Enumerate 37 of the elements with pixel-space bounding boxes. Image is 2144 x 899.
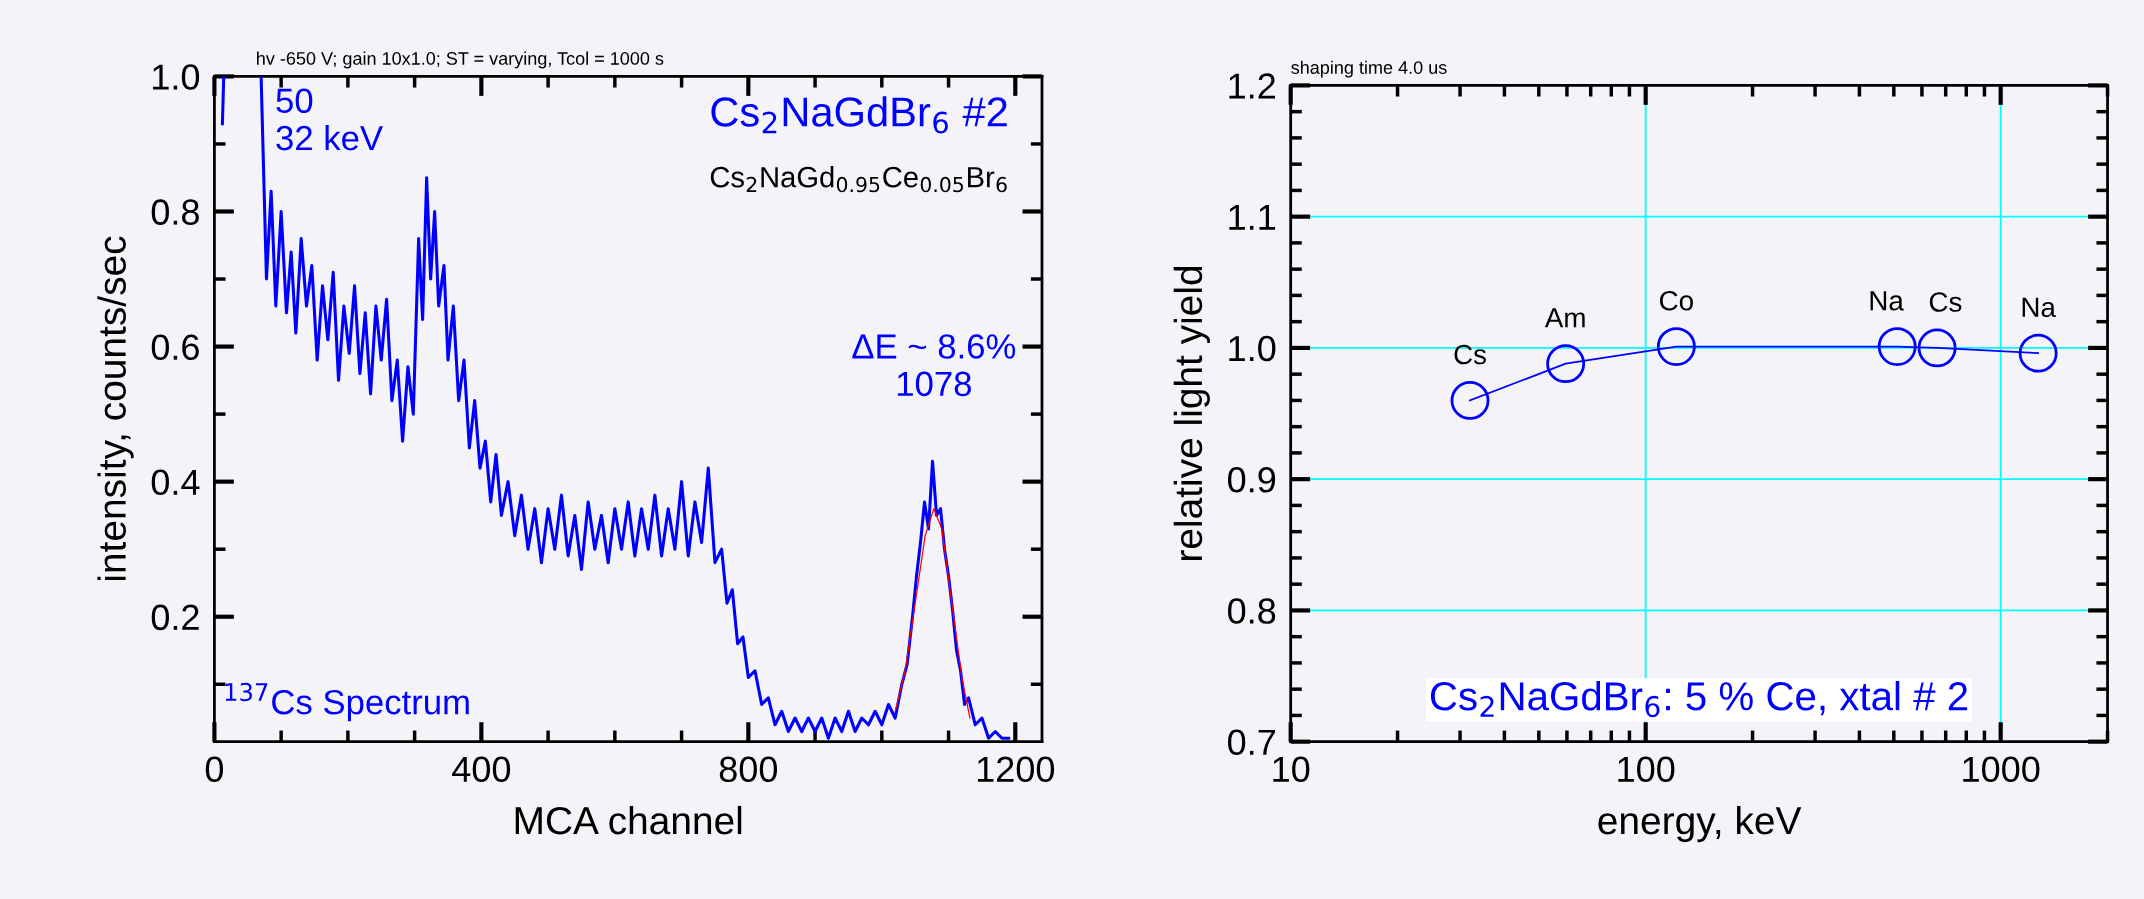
annotation: Na [2022,297,2056,318]
y-tick-label: 1.1 [1229,204,1276,230]
x-axis-title: energy, keV [1598,805,1802,843]
x-tick-label: 100 [1618,756,1675,783]
annotation: Cs [1929,292,1962,312]
x-tick-label: 10 [1273,756,1310,783]
annotation: Cs$_{2}$NaGdBr$_{6}$ #2 [711,96,1007,134]
y-tick-label: 0.6 [151,334,199,361]
y-axis-title: intensity, counts/sec [97,236,134,581]
y-tick-label: 1.0 [153,64,200,90]
annotation: Cs$_{2}$NaGd$_{0.95}$Ce$_{0.05}$Br$_{6}$ [710,166,1007,193]
x-tick-label: 400 [452,756,511,783]
x-tick-label: 1000 [1963,756,2040,783]
annotation: Cs [1454,344,1486,365]
chart-subtitle: shaping time 4.0 us [1291,60,1447,78]
y-tick-label: 0.7 [1228,729,1275,756]
line-series [894,508,971,719]
x-tick-label: 800 [719,756,778,783]
annotation: Cs$_{2}$NaGdBr$_{6}$: 5 % Ce, xtal # 2 [1430,680,1968,718]
annotation: Co [1660,290,1693,311]
y-tick-label: 0.8 [151,199,199,225]
y-tick-label: 0.9 [1228,467,1276,493]
y-tick-label: 0.8 [1228,598,1276,624]
annotation: $^{137}$Cs Spectrum [225,682,469,722]
y-tick-label: 0.2 [151,604,199,631]
y-tick-label: 0.4 [151,469,200,496]
y-tick-label: 1.2 [1229,73,1275,99]
chart-subtitle: hv -650 V; gain 10x1.0; ST = varying, Tcol = 1000 s [257,51,664,69]
x-tick-label: 0 [205,756,224,783]
y-axis-title: relative light yield [1173,266,1210,561]
x-tick-label: 1200 [977,756,1055,783]
annotation: Am [1544,308,1585,328]
annotation: ΔE ~ 8.6% 1078 [852,334,1016,397]
y-tick-label: 1.0 [1229,335,1276,362]
annotation: Na [1870,291,1904,311]
x-axis-title: MCA channel [515,805,742,835]
annotation: 50 32 keV [276,88,383,151]
